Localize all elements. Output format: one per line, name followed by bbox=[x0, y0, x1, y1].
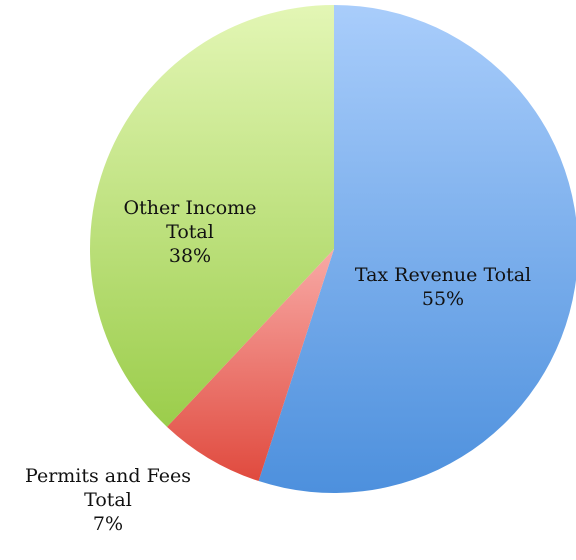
slice-category-label-1: Permits and Fees bbox=[25, 465, 191, 487]
slice-category-label-0: Tax Revenue Total bbox=[355, 264, 531, 286]
pie-slice-1 bbox=[166, 249, 334, 482]
slice-category-label-2: Other Income bbox=[124, 197, 257, 219]
slice-category-label-2: Total bbox=[166, 221, 214, 243]
slice-percent-label-1: 7% bbox=[93, 513, 123, 535]
pie-slice-0 bbox=[258, 5, 576, 493]
pie-slices bbox=[89, 5, 576, 493]
pie-slice-2 bbox=[89, 5, 335, 427]
slice-percent-label-2: 38% bbox=[169, 245, 211, 267]
slice-category-label-1: Total bbox=[84, 489, 132, 511]
slice-percent-label-0: 55% bbox=[422, 288, 464, 310]
